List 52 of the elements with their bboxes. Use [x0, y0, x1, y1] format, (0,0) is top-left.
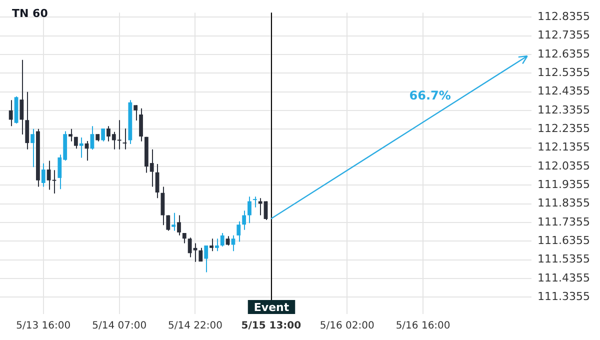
candlestick: [220, 232, 224, 247]
x-tick-label: 5/14 22:00: [168, 320, 222, 332]
x-tick-label: 5/15 13:00: [241, 320, 302, 332]
candlestick: [204, 245, 208, 273]
candlestick: [182, 232, 186, 244]
ref-line-label: Event: [254, 300, 290, 314]
y-tick-label: 112.2355: [538, 122, 590, 136]
candlestick: [198, 247, 203, 262]
candlestick: [68, 128, 72, 142]
chart-title: TN 60: [12, 7, 48, 20]
x-tick-label: 5/13 16:00: [16, 320, 71, 332]
candlestick: [242, 210, 246, 230]
y-tick-label: 112.3355: [538, 103, 590, 116]
candlestick: [226, 236, 230, 246]
y-tick-label: 111.9355: [538, 178, 590, 191]
candlestick: [30, 128, 34, 168]
y-tick-label: 111.6355: [538, 234, 590, 247]
candlestick: [41, 162, 46, 188]
y-tick-label: 111.3355: [538, 290, 590, 303]
y-tick-label: 112.8355: [538, 10, 590, 24]
candlestick: [231, 234, 236, 252]
candlestick: [252, 196, 257, 208]
annotation: 66.7%: [409, 88, 451, 102]
y-tick-label: 111.4355: [538, 271, 590, 284]
y-tick-label: 112.6355: [538, 47, 590, 60]
y-tick-label: 111.7355: [538, 215, 590, 228]
candlestick: [20, 59, 24, 135]
candlestick: [134, 104, 138, 121]
candlestick: [25, 91, 30, 150]
candlestick: [248, 196, 252, 224]
x-tick-label: 5/16 16:00: [396, 320, 450, 332]
y-tick-label: 111.8355: [538, 196, 590, 210]
y-tick-label: 112.5355: [538, 66, 590, 80]
candlestick: [210, 238, 214, 252]
candlestick: [236, 220, 241, 242]
y-tick-label: 112.1355: [538, 140, 590, 154]
x-tick-label: 5/16 02:00: [320, 320, 374, 332]
candlestick: [90, 126, 94, 150]
candlestick: [214, 238, 219, 252]
y-tick-label: 112.4355: [538, 84, 590, 98]
candlestick: [79, 136, 84, 158]
x-tick-label: 5/14 07:00: [92, 320, 147, 332]
y-tick-label: 112.0355: [538, 159, 590, 172]
candlestick: [177, 214, 181, 236]
candlestick: [160, 186, 165, 226]
y-tick-label: 111.5355: [538, 252, 590, 266]
candlestick: [166, 214, 170, 232]
candlestick: [8, 100, 13, 127]
candlestick: [101, 128, 105, 142]
y-tick-label: 112.7355: [538, 28, 590, 42]
candlestick: [172, 212, 176, 232]
candlestick: [139, 108, 143, 142]
